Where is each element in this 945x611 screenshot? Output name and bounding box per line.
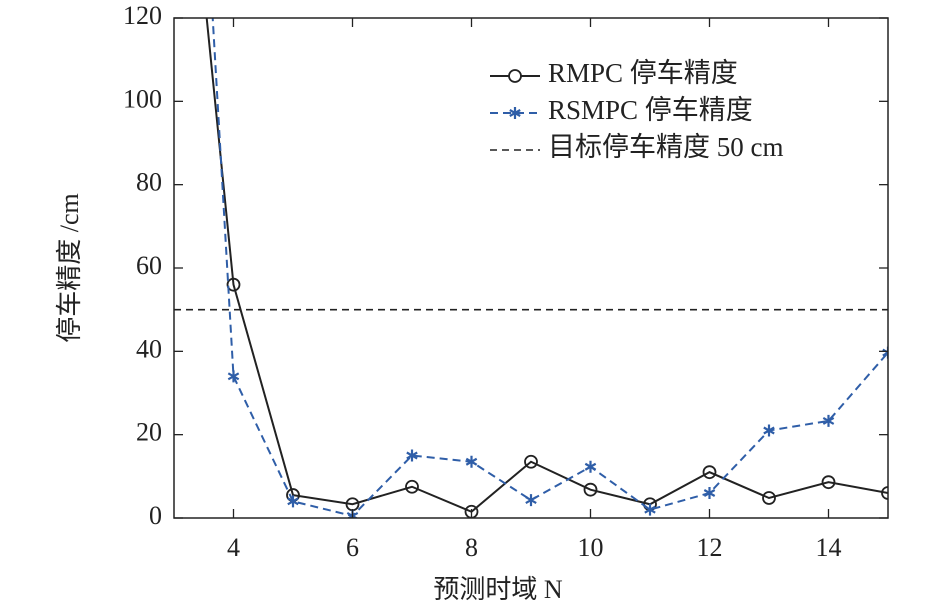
x-tick-label: 6 <box>346 533 359 562</box>
marker <box>821 475 836 490</box>
y-tick-label: 120 <box>123 1 162 30</box>
legend-label: RMPC 停车精度 <box>548 58 738 88</box>
marker <box>822 414 835 427</box>
marker <box>227 370 240 383</box>
marker <box>287 495 299 508</box>
y-tick-label: 20 <box>136 418 162 447</box>
legend-label: 目标停车精度 50 cm <box>548 132 784 162</box>
x-tick-label: 4 <box>227 533 240 562</box>
marker <box>406 449 418 462</box>
series-line <box>205 18 888 513</box>
x-axis-label: 预测时域 N <box>433 575 563 604</box>
marker <box>703 487 716 499</box>
marker <box>881 486 888 500</box>
marker <box>465 455 478 468</box>
x-tick-label: 14 <box>816 533 842 562</box>
marker <box>882 346 888 359</box>
marker <box>584 460 597 473</box>
legend-marker <box>509 107 521 119</box>
marker <box>644 503 656 516</box>
series-line <box>211 18 888 518</box>
x-tick-label: 8 <box>465 533 478 562</box>
marker <box>763 424 775 437</box>
y-axis-label: 停车精度 /cm <box>55 193 84 343</box>
marker <box>226 277 241 292</box>
y-tick-label: 80 <box>136 168 162 197</box>
marker <box>524 454 538 469</box>
marker <box>405 479 419 494</box>
y-tick-label: 60 <box>136 251 162 280</box>
x-tick-label: 12 <box>697 533 723 562</box>
marker <box>702 465 717 480</box>
marker <box>583 482 598 497</box>
x-tick-label: 10 <box>578 533 604 562</box>
plot-frame <box>173 17 889 519</box>
marker <box>762 491 776 505</box>
y-tick-label: 40 <box>136 334 162 363</box>
y-tick-label: 100 <box>123 84 162 113</box>
plot-area <box>174 18 888 518</box>
marker <box>525 494 537 507</box>
legend-label: RSMPC 停车精度 <box>548 95 753 125</box>
y-tick-label: 0 <box>149 501 162 530</box>
legend-marker <box>508 69 522 83</box>
